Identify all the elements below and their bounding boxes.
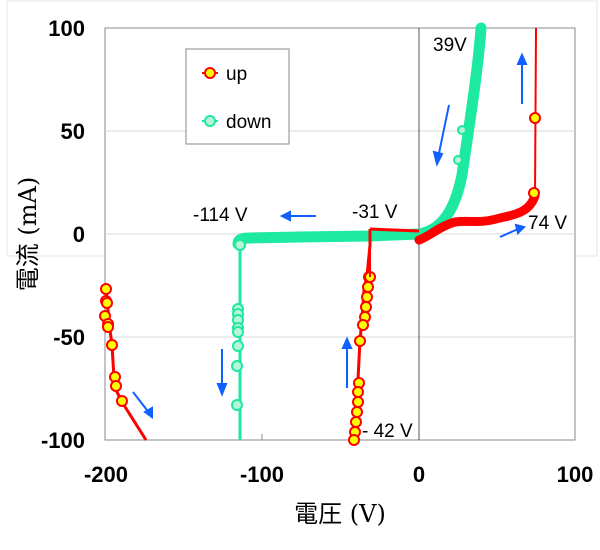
series-up — [99, 27, 541, 446]
y-tick: -100 — [41, 428, 85, 453]
y-axis-label: 電流 (mA) — [14, 177, 42, 291]
plot-area — [104, 27, 576, 441]
up-marker-icon — [204, 67, 216, 79]
y-tick: -50 — [53, 325, 85, 350]
arrow-icon — [216, 349, 228, 397]
annotation-minus114v: -114 V — [193, 205, 248, 226]
y-tick: 0 — [73, 222, 85, 247]
direction-arrows — [132, 52, 528, 419]
arrow-icon — [279, 210, 316, 222]
annotation-74v: 74 V — [528, 213, 567, 234]
arrow-icon — [516, 52, 528, 104]
y-tick: 50 — [61, 119, 85, 144]
arrow-icon — [432, 104, 450, 167]
annotation-39v: 39V — [433, 35, 467, 56]
svg-text:up: up — [226, 64, 247, 85]
down-marker-icon — [204, 115, 216, 127]
x-tick: -200 — [84, 462, 128, 487]
legend-item-down: down — [202, 112, 271, 133]
x-tick: 0 — [413, 462, 425, 487]
x-axis-label: 電圧 (V) — [294, 500, 386, 528]
y-ticks: 100 50 0 -50 -100 — [41, 16, 85, 453]
x-tick: 100 — [557, 462, 594, 487]
annotation-minus31v: -31 V — [352, 202, 398, 223]
legend-item-up: up — [202, 64, 247, 85]
annotation-minus42v: - 42 V — [362, 421, 413, 442]
x-tick: -100 — [240, 462, 284, 487]
svg-text:down: down — [226, 112, 271, 133]
arrow-icon — [132, 391, 153, 419]
series-down — [231, 22, 487, 440]
x-ticks: -200 -100 0 100 — [84, 462, 593, 487]
arrow-icon — [499, 223, 526, 238]
arrow-icon — [341, 336, 353, 388]
legend: up down — [185, 48, 290, 145]
y-tick: 100 — [48, 16, 85, 41]
